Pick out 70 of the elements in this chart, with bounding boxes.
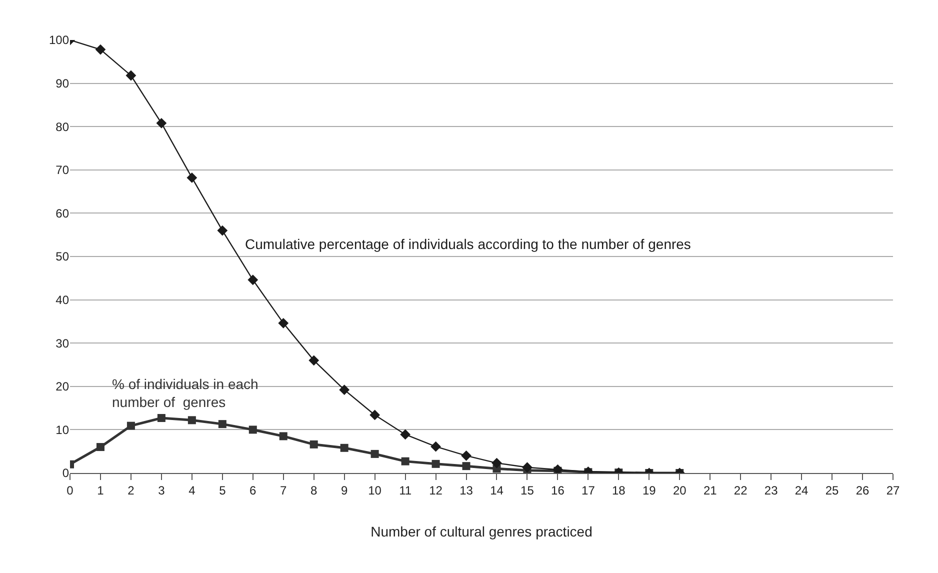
point [432, 460, 440, 468]
y-tick-label: 30 [56, 336, 70, 350]
x-tick-label: 22 [734, 483, 748, 498]
y-tick-label: 80 [56, 120, 70, 134]
point [522, 462, 532, 473]
point [188, 416, 196, 424]
x-tick-label: 14 [490, 483, 504, 498]
x-tick-label: 11 [399, 483, 412, 498]
point [248, 274, 258, 286]
y-tick-label: 60 [56, 206, 70, 220]
x-tick-label: 24 [794, 483, 809, 498]
y-tick-label: 90 [56, 76, 70, 90]
y-tick-label: 100 [48, 33, 70, 48]
y-tick-label: 20 [56, 380, 70, 394]
point [126, 70, 136, 81]
point [370, 410, 380, 420]
x-tick-label: 27 [886, 483, 900, 498]
x-tick-label: 12 [429, 483, 443, 498]
point [310, 440, 318, 448]
x-tick-label: 10 [368, 483, 382, 498]
x-tick-label: 18 [612, 483, 626, 498]
x-tick-label: 5 [219, 483, 226, 498]
x-tick-label: 17 [582, 483, 596, 498]
point [461, 450, 472, 461]
x-tick-label: 15 [520, 483, 534, 498]
x-tick-label: 1 [97, 483, 104, 498]
point [492, 458, 502, 468]
point [340, 444, 348, 452]
point [401, 457, 410, 466]
y-tick-label: 10 [56, 422, 70, 437]
x-axis-title: Number of cultural genres practiced [370, 524, 592, 540]
point [370, 450, 379, 458]
x-tick-label: 20 [672, 483, 687, 498]
point [430, 441, 441, 452]
x-tick-label: 21 [703, 483, 718, 498]
point [157, 414, 166, 422]
point [248, 426, 257, 434]
point [279, 432, 288, 440]
x-tick-label: 26 [856, 483, 870, 498]
point [278, 318, 289, 328]
point [186, 172, 198, 183]
x-tick-label: 9 [340, 483, 348, 498]
point [156, 118, 167, 128]
point [400, 429, 410, 440]
point [95, 44, 106, 55]
point [552, 464, 563, 473]
x-tick-label: 2 [128, 483, 135, 498]
point [96, 443, 104, 452]
y-tick-label: 70 [56, 163, 70, 178]
x-tick-label: 25 [825, 483, 840, 498]
point [217, 225, 228, 236]
x-tick-label: 23 [764, 483, 778, 498]
point [308, 355, 320, 366]
point [126, 422, 135, 430]
x-tick-label: 8 [310, 483, 318, 498]
x-tick-label: 13 [460, 483, 474, 498]
y-tick-label: 40 [56, 293, 70, 307]
x-tick-label: 6 [250, 483, 257, 498]
x-tick-label: 4 [188, 483, 196, 498]
point [218, 420, 226, 428]
series-label: % of individuals in each number of genres [112, 376, 258, 410]
y-tick-label: 50 [56, 250, 70, 264]
point [462, 462, 470, 470]
x-tick-label: 7 [280, 483, 288, 498]
point [339, 384, 350, 396]
y-tick-label: 0 [62, 466, 70, 480]
series-label: Cumulative percentage of individuals according to the number of genres [245, 236, 691, 252]
x-tick-label: 3 [158, 483, 166, 498]
x-tick-label: 19 [642, 483, 656, 498]
x-tick-label: 16 [551, 483, 565, 498]
